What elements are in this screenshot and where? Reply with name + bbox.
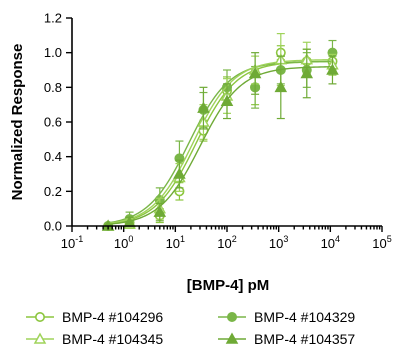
data-point <box>274 80 288 93</box>
y-tick-label: 0.6 <box>44 115 62 130</box>
data-point <box>326 63 339 75</box>
legend-label: BMP-4 #104296 <box>62 309 163 325</box>
x-tick-label: 10-1 <box>61 234 83 251</box>
x-tick-label: 104 <box>321 234 340 251</box>
fit-curve <box>108 60 333 224</box>
data-point <box>153 205 167 217</box>
y-tick-label: 0.0 <box>44 219 62 234</box>
legend-item-3: BMP-4 #104345 <box>26 331 163 347</box>
data-point <box>300 66 314 79</box>
x-tick-label: 103 <box>269 234 288 251</box>
legend-marker <box>227 311 238 322</box>
legend-marker <box>225 332 239 344</box>
legend-marker <box>33 332 47 344</box>
fit-curve <box>108 59 333 225</box>
x-tick-label: 102 <box>217 234 236 251</box>
y-tick-label: 0.2 <box>44 184 62 199</box>
legend-item-4: BMP-4 #104357 <box>218 331 355 347</box>
legend-label: BMP-4 #104345 <box>62 331 163 347</box>
series-4 <box>101 48 339 231</box>
data-point <box>173 167 186 179</box>
series-2 <box>103 39 338 232</box>
data-point <box>220 94 234 106</box>
y-axis-title: Normalized Response <box>9 44 26 201</box>
y-tick-label: 1.0 <box>44 45 62 60</box>
series-1 <box>103 45 338 232</box>
data-point <box>248 66 262 79</box>
data-point <box>197 101 210 113</box>
x-tick-label: 105 <box>372 234 391 251</box>
fit-curve <box>108 60 333 225</box>
y-tick-label: 0.4 <box>44 149 62 164</box>
legend: BMP-4 #104296 BMP-4 #104329 BMP-4 #104345 B… <box>26 309 355 347</box>
x-tick-label: 100 <box>114 234 133 251</box>
y-tick-label: 0.8 <box>44 80 62 95</box>
legend-item-2: BMP-4 #104329 <box>218 309 355 325</box>
y-tick-label: 1.2 <box>44 11 62 26</box>
axes: 0.0 0.2 0.4 0.6 0.8 1.0 1.2 10-1 100 101 102 103 104… <box>44 11 392 252</box>
fit-curve <box>108 66 333 225</box>
legend-item-1: BMP-4 #104296 <box>26 309 163 325</box>
legend-marker <box>34 311 45 322</box>
legend-label: BMP-4 #104357 <box>254 331 355 347</box>
legend-label: BMP-4 #104329 <box>254 309 355 325</box>
series-3 <box>101 32 339 231</box>
plot-area <box>101 32 339 232</box>
x-tick-label: 101 <box>166 234 185 251</box>
x-axis-title: [BMP-4] pM <box>187 277 270 294</box>
